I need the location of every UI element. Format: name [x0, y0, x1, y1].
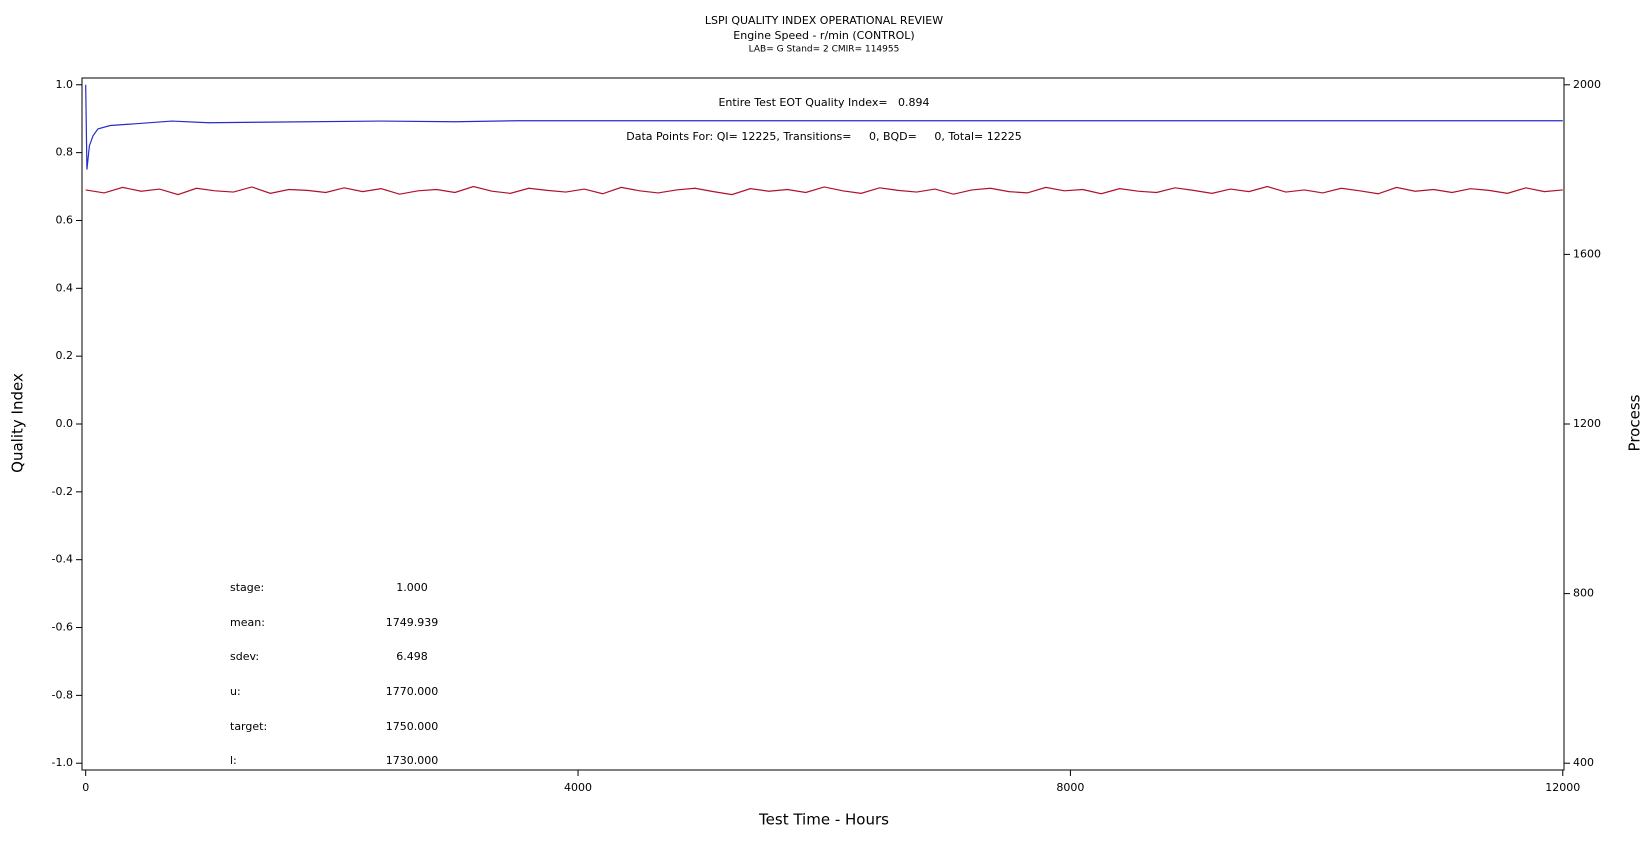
data-line [85, 185, 1563, 196]
stat-label: l: [230, 754, 237, 767]
y-tick-label: -1.0 [52, 756, 73, 769]
stat-value: 1749.939 [386, 616, 439, 629]
stat-value: 6.498 [396, 650, 428, 663]
chart-subtitle: LAB= G Stand= 2 CMIR= 114955 [749, 45, 900, 55]
y2-tick-label: 1200 [1573, 417, 1601, 430]
stat-label: stage: [230, 581, 264, 594]
y2-tick-label: 400 [1573, 756, 1594, 769]
annotation: Data Points For: QI= 12225, Transitions=… [626, 130, 1021, 143]
annotation: Entire Test EOT Quality Index= 0.894 [718, 96, 929, 109]
y-tick-label: -0.4 [52, 553, 73, 566]
y2-axis-label: Process [1626, 394, 1644, 451]
chart-title: LSPI QUALITY INDEX OPERATIONAL REVIEW [705, 14, 943, 27]
y-tick-label: -0.6 [52, 621, 73, 634]
stat-value: 1750.000 [386, 720, 439, 733]
y-tick-label: 0.2 [56, 349, 74, 362]
y-tick-label: 1.0 [56, 78, 74, 91]
x-tick-label: 8000 [1056, 781, 1084, 794]
y-tick-label: 0.6 [56, 213, 74, 226]
chart-subtitle: Engine Speed - r/min (CONTROL) [733, 29, 914, 42]
data-line [85, 84, 1563, 170]
stat-value: 1730.000 [386, 754, 439, 767]
plot-frame [81, 77, 1565, 771]
y2-tick-label: 1600 [1573, 247, 1601, 260]
y-axis-label: Quality Index [9, 373, 27, 473]
y-tick-label: 0.8 [56, 146, 74, 159]
stat-value: 1.000 [396, 581, 428, 594]
x-axis-label: Test Time - Hours [758, 811, 889, 829]
stat-value: 1770.000 [386, 685, 439, 698]
stat-label: target: [230, 720, 267, 733]
x-tick-label: 0 [82, 781, 89, 794]
x-tick-label: 4000 [564, 781, 592, 794]
stat-label: u: [230, 685, 241, 698]
stat-label: sdev: [230, 650, 259, 663]
y-tick-label: -0.8 [52, 688, 73, 701]
y-tick-label: 0.4 [56, 281, 74, 294]
y2-tick-label: 2000 [1573, 78, 1601, 91]
y2-tick-label: 800 [1573, 587, 1594, 600]
y-tick-label: 0.0 [56, 417, 74, 430]
x-tick-label: 12000 [1545, 781, 1580, 794]
stat-label: mean: [230, 616, 265, 629]
y-tick-label: -0.2 [52, 485, 73, 498]
